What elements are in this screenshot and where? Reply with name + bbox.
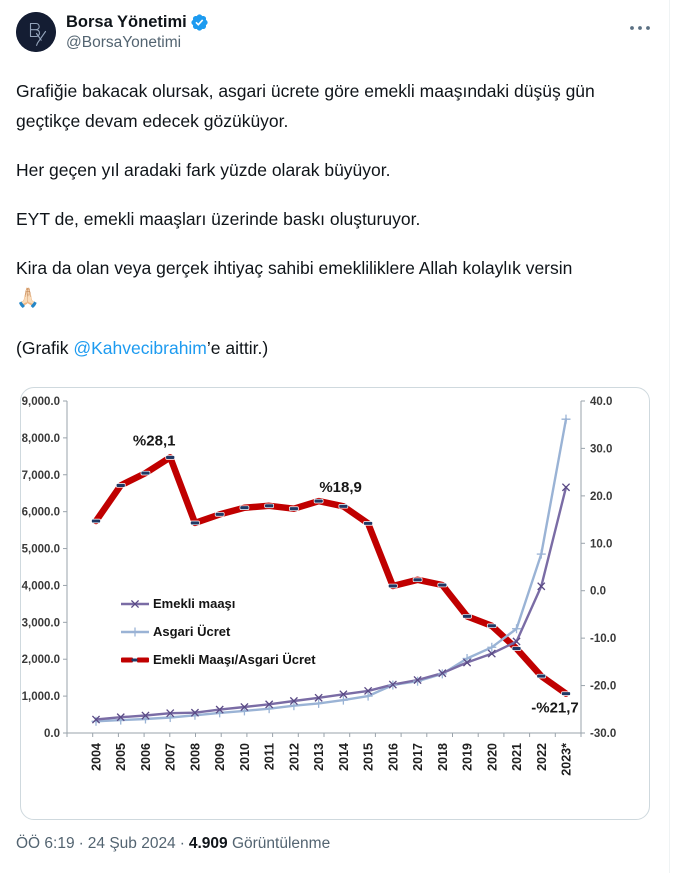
svg-text:Emekli Maaşı/Asgari Ücret: Emekli Maaşı/Asgari Ücret (153, 652, 316, 667)
tweet-meta: ÖÖ 6:19 · 24 Şub 2024 · 4.909 Görüntülenme (0, 835, 669, 853)
svg-text:1,000.0: 1,000.0 (22, 691, 60, 703)
svg-text:2,000.0: 2,000.0 (22, 654, 60, 666)
svg-text:2013: 2013 (312, 743, 326, 771)
svg-text:2018: 2018 (436, 743, 450, 771)
svg-text:-%21,7: -%21,7 (531, 700, 579, 717)
praying-hands-emoji: 🙏🏻 (16, 288, 40, 309)
svg-text:2019: 2019 (461, 743, 475, 771)
avatar[interactable] (16, 12, 56, 52)
tweet-image-chart[interactable]: 0.0 1,000.0 2,000.0 3,000.0 4,000.0 5,000.0 6,… (20, 387, 650, 820)
svg-text:-30.0: -30.0 (590, 728, 616, 740)
author-names: Borsa Yönetimi @BorsaYonetimi (66, 12, 209, 52)
pension-chart-svg: 0.0 1,000.0 2,000.0 3,000.0 4,000.0 5,000.0 6,… (22, 396, 617, 776)
svg-text:6,000.0: 6,000.0 (22, 507, 60, 519)
svg-text:-10.0: -10.0 (590, 633, 616, 645)
svg-text:2020: 2020 (485, 743, 499, 771)
tweet-paragraph: EYT de, emekli maaşları üzerinde baskı o… (16, 209, 421, 229)
svg-text:0.0: 0.0 (590, 586, 606, 598)
tweet-paragraph-text: (Grafik (16, 338, 74, 358)
svg-text:4,000.0: 4,000.0 (22, 580, 60, 592)
svg-text:2023*: 2023* (560, 743, 574, 776)
svg-text:5,000.0: 5,000.0 (22, 544, 60, 556)
svg-text:Asgari Ücret: Asgari Ücret (153, 624, 231, 639)
svg-text:2009: 2009 (213, 743, 227, 771)
verified-badge-icon (190, 13, 209, 32)
svg-text:8,000.0: 8,000.0 (22, 433, 60, 445)
svg-text:2010: 2010 (238, 743, 252, 771)
separator: · (78, 835, 84, 852)
svg-text:2008: 2008 (188, 743, 202, 771)
tweet-paragraph: Grafiğie bakacak olursak, asgari ücrete … (16, 81, 595, 131)
svg-text:3,000.0: 3,000.0 (22, 617, 60, 629)
svg-text:7,000.0: 7,000.0 (22, 470, 60, 482)
views-label: Görüntülenme (231, 835, 331, 852)
svg-text:-20.0: -20.0 (590, 681, 616, 693)
separator: · (179, 835, 185, 852)
tweet-time: ÖÖ 6:19 (16, 835, 75, 852)
svg-text:2017: 2017 (411, 743, 425, 771)
tweet-date: 24 Şub 2024 (87, 835, 176, 852)
mention-link[interactable]: @Kahvecibrahim (73, 338, 207, 358)
tweet-text: Grafiğie bakacak olursak, asgari ücrete … (0, 76, 669, 363)
svg-text:30.0: 30.0 (590, 443, 612, 455)
svg-text:2012: 2012 (287, 743, 301, 771)
tweet-detail-page: Borsa Yönetimi @BorsaYonetimi G (0, 0, 670, 873)
tweet-paragraph-text: Kira da olan veya gerçek ihtiyaç sahibi … (16, 258, 573, 278)
svg-text:%18,9: %18,9 (319, 479, 362, 496)
views-count: 4.909 (188, 835, 228, 852)
tweet-paragraph: Her geçen yıl aradaki fark yüzde olarak … (16, 160, 391, 180)
tweet-paragraph: Kira da olan veya gerçek ihtiyaç sahibi … (16, 253, 653, 314)
svg-text:2021: 2021 (510, 743, 524, 771)
more-options-button[interactable] (627, 12, 653, 42)
svg-text:2014: 2014 (337, 743, 351, 771)
svg-text:2004: 2004 (90, 743, 104, 771)
display-name[interactable]: Borsa Yönetimi (66, 12, 187, 31)
avatar-monogram-icon (16, 12, 56, 52)
svg-text:%28,1: %28,1 (133, 432, 176, 449)
svg-text:2005: 2005 (114, 743, 128, 771)
tweet-header: Borsa Yönetimi @BorsaYonetimi (0, 12, 669, 52)
tweet: Borsa Yönetimi @BorsaYonetimi G (0, 12, 669, 853)
svg-text:0.0: 0.0 (44, 728, 60, 740)
svg-text:40.0: 40.0 (590, 396, 612, 408)
svg-text:2011: 2011 (263, 743, 277, 770)
svg-text:10.0: 10.0 (590, 538, 612, 550)
svg-text:2022: 2022 (535, 743, 549, 771)
tweet-paragraph-text: ’e aittir.) (206, 338, 269, 358)
more-horizontal-icon (630, 26, 650, 30)
svg-text:2007: 2007 (164, 743, 178, 771)
svg-text:2016: 2016 (386, 743, 400, 771)
svg-text:Emekli maaşı: Emekli maaşı (153, 596, 235, 611)
svg-text:20.0: 20.0 (590, 491, 612, 503)
svg-text:2015: 2015 (362, 743, 376, 771)
svg-text:9,000.0: 9,000.0 (22, 396, 60, 408)
svg-text:2006: 2006 (139, 743, 153, 771)
user-handle[interactable]: @BorsaYonetimi (66, 34, 182, 51)
tweet-paragraph: (Grafik @Kahvecibrahim’e aittir.) (16, 333, 653, 363)
